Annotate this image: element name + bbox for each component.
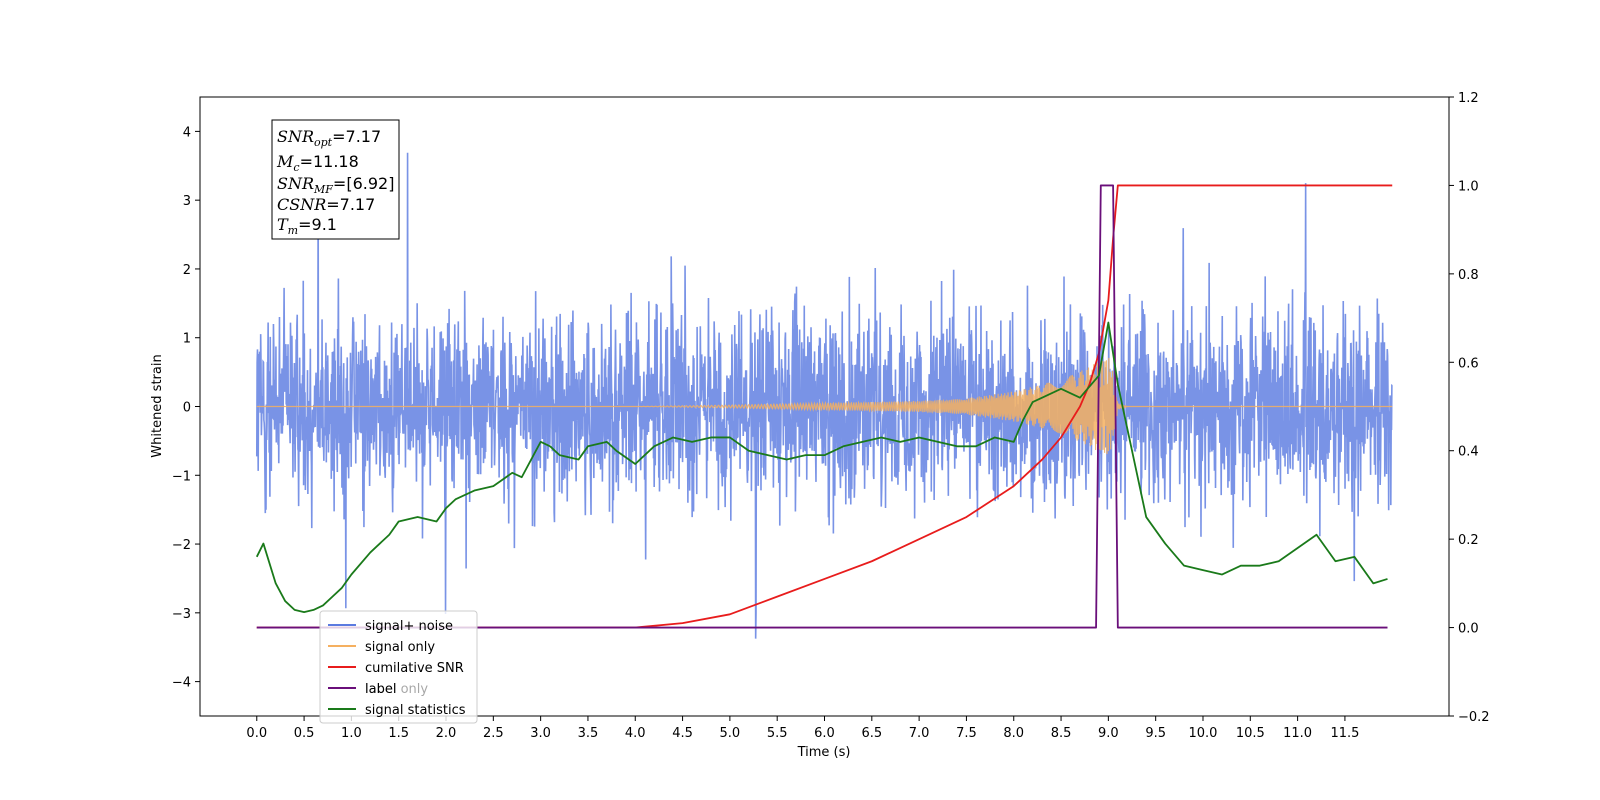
y2-tick-label: 1.2	[1458, 91, 1479, 106]
x-tick-label: 10.5	[1236, 726, 1265, 741]
x-tick-label: 2.0	[436, 726, 457, 741]
y-tick-label: −2	[172, 538, 191, 553]
series-signal-noise-line	[255, 152, 1393, 639]
y2-tick-label: 1.0	[1458, 179, 1479, 194]
y2-tick-label: 0.0	[1458, 622, 1479, 637]
x-tick-label: 7.0	[909, 726, 930, 741]
x-tick-label: 1.0	[341, 726, 362, 741]
x-tick-label: 6.0	[814, 726, 835, 741]
info-box: SNRopt=7.17 Mc=11.18 SNRMF=[6.92] CSNR=7…	[271, 119, 400, 240]
y-tick-label: 0	[183, 401, 191, 416]
series-cumulative-snr-line	[256, 184, 1393, 629]
legend-label-label: label	[365, 682, 396, 697]
y-tick-label: 2	[183, 263, 191, 278]
y-tick-label: 4	[183, 125, 191, 140]
legend: signal+ noise signal only cumilative SNR…	[319, 610, 478, 724]
y2-tick-label: 0.6	[1458, 356, 1479, 371]
legend-label-signal-statistics: signal statistics	[365, 703, 466, 718]
y-tick-label: −4	[172, 676, 191, 691]
x-tick-label: 3.0	[530, 726, 551, 741]
series-signal-statistics-line	[255, 321, 1388, 613]
legend-label-cumulative-snr: cumilative SNR	[365, 661, 464, 676]
x-tick-label: 7.5	[956, 726, 977, 741]
x-tick-label: 8.5	[1051, 726, 1072, 741]
x-tick-label: 11.5	[1330, 726, 1359, 741]
y-axis-left: 4 3 2 1 0 −1 −2 −3 −4	[172, 125, 200, 691]
y2-tick-label: 0.8	[1458, 268, 1479, 283]
series-label-line	[256, 184, 1388, 629]
x-tick-label: 3.5	[578, 726, 599, 741]
y-axis-label: Whitened strain	[150, 354, 165, 457]
series-layer	[255, 152, 1393, 639]
x-tick-label: 0.5	[294, 726, 315, 741]
info-mc: Mc=11.18	[276, 152, 359, 174]
y-tick-label: 1	[183, 332, 191, 347]
x-tick-label: 10.0	[1189, 726, 1218, 741]
x-tick-label: 9.5	[1145, 726, 1166, 741]
y2-tick-label: 0.4	[1458, 445, 1479, 460]
info-box-frame	[271, 119, 400, 240]
legend-label-signal-noise: signal+ noise	[365, 619, 453, 634]
y-tick-label: −1	[172, 469, 191, 484]
info-snr-opt: SNRopt=7.17	[277, 127, 381, 149]
y2-tick-label: −0.2	[1458, 710, 1490, 725]
y-axis-right: 1.2 1.0 0.8 0.6 0.4 0.2 0.0 −0.2	[1449, 91, 1490, 725]
y-tick-label: 3	[183, 194, 191, 209]
x-tick-label: 6.5	[861, 726, 882, 741]
y-tick-label: −3	[172, 607, 191, 622]
x-tick-label: 0.0	[246, 726, 267, 741]
info-snr-mf: SNRMF=[6.92]	[277, 174, 394, 196]
legend-label-label-only: label only	[365, 682, 428, 697]
x-tick-label: 11.0	[1283, 726, 1312, 741]
x-axis: 0.0 0.5 1.0 1.5 2.0 2.5 3.0 3.5 4.0 4.5 5.0 5.5 6.0 6…	[246, 716, 1359, 741]
x-tick-label: 5.5	[767, 726, 788, 741]
x-tick-label: 2.5	[483, 726, 504, 741]
series-signal-only-line	[256, 357, 1393, 455]
legend-frame	[319, 610, 478, 724]
x-tick-label: 5.0	[720, 726, 741, 741]
y2-tick-label: 0.2	[1458, 533, 1479, 548]
x-tick-label: 8.0	[1003, 726, 1024, 741]
x-axis-label: Time (s)	[797, 745, 851, 760]
info-csnr: CSNR=7.17	[277, 195, 375, 214]
x-tick-label: 4.0	[625, 726, 646, 741]
info-tm: Tm=9.1	[277, 215, 337, 237]
x-tick-label: 4.5	[672, 726, 693, 741]
x-tick-label: 9.0	[1098, 726, 1119, 741]
x-tick-label: 1.5	[388, 726, 409, 741]
legend-label-signal-only: signal only	[365, 640, 435, 655]
